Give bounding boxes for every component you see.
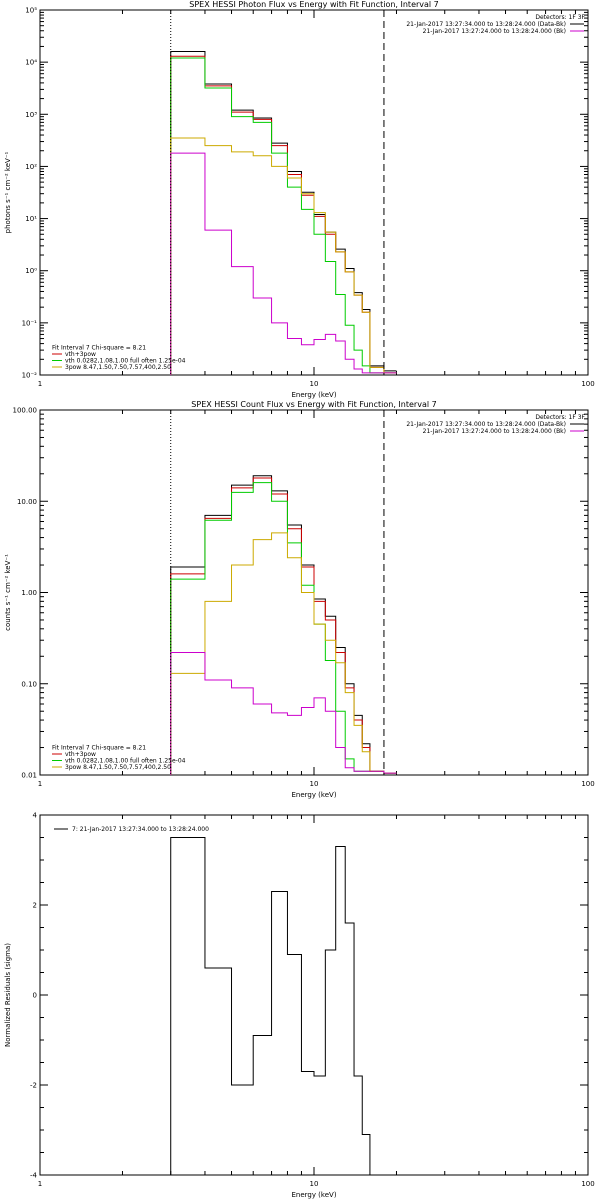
y-tick-label: -4 [30, 1172, 38, 1180]
y-tick-label: 10² [25, 163, 37, 171]
series-line-5 [170, 152, 397, 375]
legend-entry: 3pow 8.47,1.50,7.50,7.57,400,2.50 [65, 364, 171, 371]
chart-panel-3: Energy (keV) Normalized Residuals (sigma)… [4, 812, 595, 1200]
legend-entry: Fit Interval 7 Chi-square = 8.21 [52, 745, 146, 752]
y-tick-label: 10⁵ [25, 7, 37, 15]
x-tick-label: 10 [310, 380, 319, 388]
series-line-4 [170, 532, 397, 775]
y-tick-label: 1.00 [21, 589, 37, 597]
x-tick-label: 1 [38, 780, 42, 788]
x-tick-label: 1 [38, 380, 42, 388]
y-tick-label: 10³ [25, 111, 37, 119]
y-tick-label: 10⁻² [22, 372, 38, 380]
x-tick-label: 10 [310, 1180, 319, 1188]
chart-title: SPEX HESSI Count Flux vs Energy with Fit… [191, 400, 436, 409]
legend-entry: vth 0.0282,1.08,1.00 full often 1.25e-04 [65, 758, 186, 765]
y-tick-label: -2 [30, 1082, 37, 1090]
legend-entry: 21-Jan-2017 13:27:24.000 to 13:28:24.000… [423, 28, 566, 35]
detectors-label: Detectors: 1F 3F [535, 414, 585, 421]
series-line-1 [170, 837, 384, 1175]
series-line-5 [170, 652, 397, 775]
legend-entry: 3pow 8.47,1.50,7.50,7.57,400,2.50 [65, 764, 171, 771]
legend-entry: 21-Jan-2017 13:27:34.000 to 13:28:24.000… [406, 421, 566, 428]
x-tick-label: 100 [581, 780, 594, 788]
y-axis-label: counts s⁻¹ cm⁻² keV⁻¹ [4, 554, 12, 631]
legend-entry: 7: 21-Jan-2017 13:27:34.000 to 13:28:24.… [72, 826, 209, 833]
legend-entry: vth+3pow [65, 351, 96, 358]
y-tick-label: 2 [33, 902, 37, 910]
y-axis-label: Normalized Residuals (sigma) [4, 943, 12, 1047]
series-line-3 [170, 57, 397, 375]
y-tick-label: 10⁴ [25, 59, 37, 67]
x-axis-label: Energy (keV) [291, 1191, 336, 1199]
y-tick-label: 100.00 [13, 407, 38, 415]
chart-title: SPEX HESSI Photon Flux vs Energy with Fi… [189, 0, 439, 9]
y-axis-label: photons s⁻¹ cm⁻² keV⁻¹ [4, 151, 12, 233]
y-tick-label: 4 [33, 812, 38, 820]
y-tick-label: 10.00 [17, 498, 37, 506]
x-tick-label: 10 [310, 780, 319, 788]
x-tick-label: 100 [581, 1180, 594, 1188]
y-tick-label: 0.10 [21, 680, 37, 688]
x-axis-label: Energy (keV) [291, 791, 336, 799]
y-tick-label: 10¹ [25, 215, 37, 223]
legend-entry: 21-Jan-2017 13:27:34.000 to 13:28:24.000… [406, 21, 566, 28]
series-line-4 [170, 137, 397, 375]
chart-panel-1: SPEX HESSI Photon Flux vs Energy with Fi… [4, 0, 595, 399]
legend-entry: vth+3pow [65, 751, 96, 758]
x-axis-label: Energy (keV) [291, 391, 336, 399]
detectors-label: Detectors: 1F 3F [535, 14, 585, 21]
chart-panel-2: SPEX HESSI Count Flux vs Energy with Fit… [4, 400, 595, 799]
legend-entry: Fit Interval 7 Chi-square = 8.21 [52, 345, 146, 352]
y-tick-label: 0 [33, 992, 37, 1000]
y-tick-label: 10⁰ [25, 267, 37, 275]
x-tick-label: 1 [38, 1180, 42, 1188]
x-tick-label: 100 [581, 380, 594, 388]
plot-frame [39, 814, 589, 1176]
y-tick-label: 0.01 [21, 772, 37, 780]
legend-entry: 21-Jan-2017 13:27:24.000 to 13:28:24.000… [423, 428, 566, 435]
y-tick-label: 10⁻¹ [22, 319, 38, 327]
legend-entry: vth 0.0282,1.08,1.00 full often 1.25e-04 [65, 358, 186, 365]
